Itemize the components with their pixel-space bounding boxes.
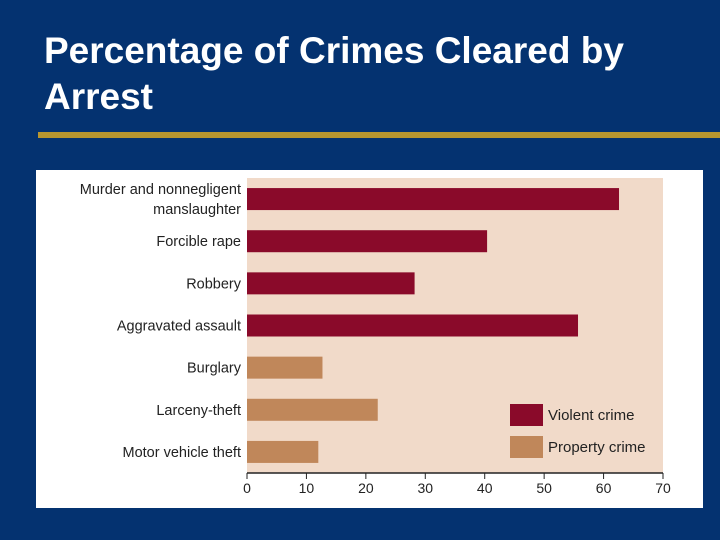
category-label: Motor vehicle theft [123, 445, 241, 461]
legend-swatch-property [510, 436, 543, 458]
category-label: Larceny-theft [156, 403, 241, 419]
x-tick-label: 0 [243, 480, 251, 496]
category-label: Forcible rape [156, 234, 241, 250]
legend-label-violent: Violent crime [548, 407, 634, 424]
slide-title: Percentage of Crimes Cleared by Arrest [44, 30, 624, 117]
category-label: manslaughter [153, 202, 241, 218]
clearance-bar-chart: Murder and nonnegligent manslaughter Forci… [80, 178, 671, 496]
bar-motor-vehicle-theft [247, 440, 319, 463]
legend-label-property: Property crime [548, 439, 646, 456]
bar-aggravated-assault [247, 314, 579, 337]
category-label: Aggravated assault [117, 319, 241, 335]
bar-forcible-rape [247, 230, 488, 253]
x-tick-label: 50 [536, 480, 552, 496]
title-underline [38, 132, 720, 138]
x-tick-label: 70 [655, 480, 671, 496]
bar-murder-and-nonnegligent [247, 188, 620, 211]
x-tick-label: 40 [477, 480, 493, 496]
legend-swatch-violent [510, 404, 543, 426]
category-label: Robbery [186, 276, 242, 292]
bar-burglary [247, 356, 323, 379]
bar-robbery [247, 272, 415, 295]
chart-panel: Murder and nonnegligent manslaughter Forci… [36, 170, 703, 508]
x-tick-label: 60 [596, 480, 612, 496]
x-tick-label: 30 [417, 480, 433, 496]
category-label: Burglary [187, 361, 242, 377]
x-tick-label: 10 [299, 480, 315, 496]
category-label: Murder and nonnegligent [80, 182, 241, 198]
x-tick-label: 20 [358, 480, 374, 496]
bar-larceny-theft [247, 398, 378, 421]
